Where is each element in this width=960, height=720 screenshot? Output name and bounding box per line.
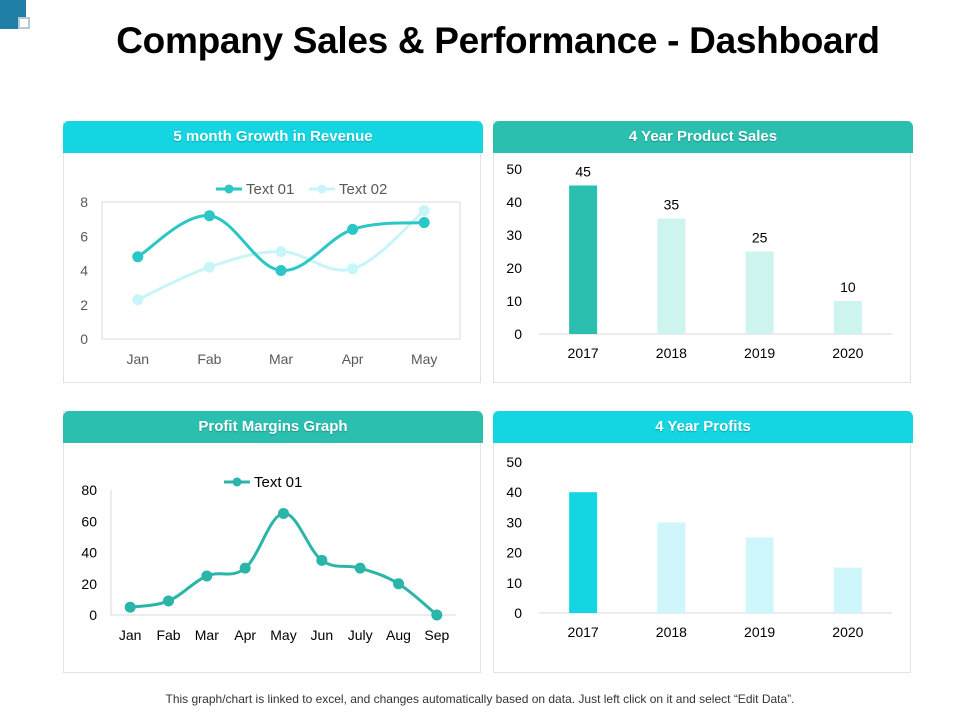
y-tick-label: 40: [81, 545, 97, 561]
x-tick-label: 2018: [656, 624, 687, 640]
data-label: 35: [664, 197, 680, 213]
y-tick-label: 6: [80, 228, 88, 244]
x-tick-label: May: [270, 627, 296, 643]
x-tick-label: Jan: [127, 351, 150, 367]
revenue-growth-chart[interactable]: 0 2 4 6 8 Jan Fab Mar Apr May Text 01 Text 02: [64, 122, 482, 384]
data-point: [354, 562, 366, 574]
panel-product-sales: 4 Year Product Sales 0 10 20 30 40 50 2017 2018…: [493, 121, 913, 384]
y-tick-label: 10: [506, 293, 522, 309]
y-tick-label: 0: [80, 331, 88, 347]
legend-swatch-marker: [232, 477, 242, 487]
x-tick-label: 2018: [656, 345, 687, 361]
data-point: [203, 261, 215, 273]
data-point: [132, 251, 144, 263]
year-profits-chart[interactable]: 0 10 20 30 40 50 2017 2018 2019 2020: [494, 412, 912, 662]
data-point: [347, 263, 359, 275]
series-line: [128, 511, 439, 617]
data-point: [431, 609, 443, 621]
data-point: [201, 570, 213, 582]
x-tick-label: Aug: [386, 627, 411, 643]
legend-label: Text 02: [339, 181, 387, 198]
panel-profit-margins: Profit Margins Graph 0 20 40 60 80 Jan Fab Mar A…: [63, 411, 483, 673]
data-point: [239, 562, 251, 574]
x-tick-label: Mar: [195, 627, 219, 643]
bar: [657, 218, 686, 334]
bar: [833, 567, 862, 613]
product-sales-chart[interactable]: 0 10 20 30 40 50 2017 2018 2019 2020 45 35 25 10: [494, 122, 912, 384]
panel-header-revenue-growth: 5 month Growth in Revenue: [63, 121, 483, 153]
x-tick-label: 2020: [832, 624, 863, 640]
y-tick-label: 0: [89, 607, 97, 623]
panel-header-product-sales: 4 Year Product Sales: [493, 121, 913, 153]
panel-revenue-growth: 5 month Growth in Revenue 0 2 4 6 8 Jan Fab Mar…: [63, 121, 483, 384]
data-point: [275, 246, 287, 258]
y-tick-label: 20: [506, 545, 522, 561]
y-tick-label: 10: [506, 575, 522, 591]
panel-header-profit-margins: Profit Margins Graph: [63, 411, 483, 443]
data-label: 25: [752, 230, 768, 246]
panel-header-year-profits: 4 Year Profits: [493, 411, 913, 443]
y-tick-label: 30: [506, 514, 522, 530]
y-tick-label: 0: [514, 326, 522, 342]
data-point: [203, 210, 215, 222]
corner-accent-outline: [18, 17, 30, 29]
data-point: [347, 223, 359, 235]
x-tick-label: Apr: [234, 627, 256, 643]
x-tick-label: Fab: [197, 351, 221, 367]
bar: [745, 537, 774, 613]
bar: [745, 251, 774, 334]
data-point: [418, 217, 430, 229]
data-point: [132, 294, 144, 306]
x-tick-label: Sep: [424, 627, 449, 643]
x-tick-label: 2019: [744, 624, 775, 640]
x-tick-label: 2019: [744, 345, 775, 361]
data-point: [393, 578, 404, 590]
y-tick-label: 4: [80, 263, 88, 279]
footer-note: This graph/chart is linked to excel, and…: [165, 692, 795, 706]
y-tick-label: 60: [81, 513, 97, 529]
series-line: [136, 214, 426, 273]
y-tick-label: 40: [506, 484, 522, 500]
bar: [569, 185, 598, 334]
y-tick-label: 8: [80, 194, 88, 210]
y-tick-label: 40: [506, 194, 522, 210]
x-tick-label: 2017: [568, 624, 599, 640]
data-label: 45: [575, 164, 591, 180]
x-tick-label: Apr: [342, 351, 364, 367]
data-point: [316, 554, 328, 566]
legend-label: Text 01: [246, 181, 294, 198]
x-tick-label: May: [411, 351, 437, 367]
data-point: [418, 205, 430, 217]
legend-label: Text 01: [254, 474, 302, 491]
y-tick-label: 50: [506, 454, 522, 470]
data-point: [124, 601, 136, 613]
data-label: 10: [840, 279, 856, 295]
legend-swatch-marker: [317, 184, 327, 194]
x-tick-label: Jun: [311, 627, 334, 643]
y-tick-label: 20: [506, 260, 522, 276]
bar: [833, 301, 862, 334]
y-tick-label: 2: [80, 297, 88, 313]
y-tick-label: 0: [514, 605, 522, 621]
y-tick-label: 50: [506, 161, 522, 177]
y-tick-label: 80: [81, 482, 97, 498]
bar: [569, 492, 598, 613]
profit-margins-chart[interactable]: 0 20 40 60 80 Jan Fab Mar Apr May Jun July Aug Sep Tex…: [64, 412, 482, 662]
data-point: [275, 265, 287, 276]
x-tick-label: Fab: [156, 627, 180, 643]
page-title: Company Sales & Performance - Dashboard: [116, 20, 880, 61]
x-tick-label: Mar: [269, 351, 293, 367]
data-point: [278, 507, 289, 519]
panel-year-profits: 4 Year Profits 0 10 20 30 40 50 2017 2018 2019 20…: [493, 411, 913, 673]
y-tick-label: 20: [81, 576, 97, 592]
x-tick-label: 2017: [568, 345, 599, 361]
data-point: [163, 595, 174, 607]
y-tick-label: 30: [506, 227, 522, 243]
plot-area-border: [101, 201, 461, 340]
x-tick-label: July: [348, 627, 373, 643]
x-tick-label: 2020: [832, 345, 863, 361]
bar: [657, 522, 686, 613]
x-tick-label: Jan: [119, 627, 142, 643]
legend-swatch-marker: [224, 184, 234, 194]
